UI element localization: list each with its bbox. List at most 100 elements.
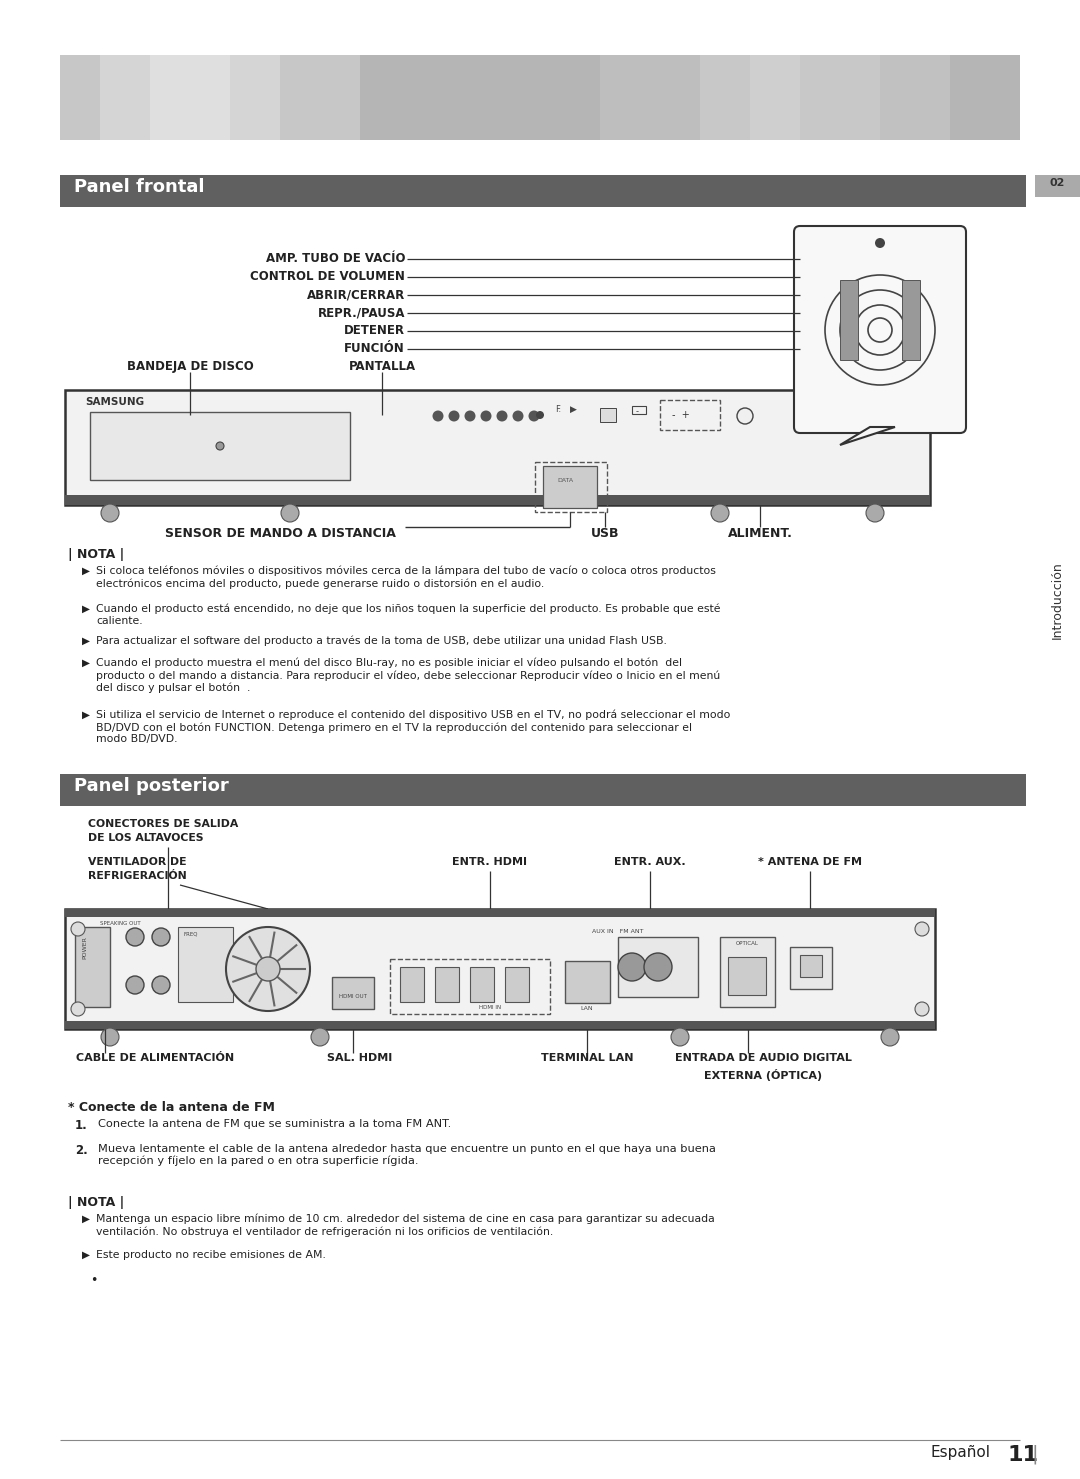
Bar: [728, 957, 766, 995]
Circle shape: [152, 927, 170, 947]
Circle shape: [126, 976, 144, 994]
Text: CABLE DE ALIMENTACIÓN: CABLE DE ALIMENTACIÓN: [76, 1053, 234, 1063]
Text: * ANTENA DE FM: * ANTENA DE FM: [758, 856, 862, 867]
Bar: [565, 961, 610, 1003]
Bar: [65, 1021, 935, 1029]
Bar: [150, 55, 230, 141]
Text: -: -: [636, 407, 639, 416]
Text: 11: 11: [1008, 1445, 1039, 1466]
Text: REPR./PAUSA: REPR./PAUSA: [318, 306, 405, 319]
Circle shape: [711, 504, 729, 522]
Text: DETENER: DETENER: [345, 324, 405, 337]
Text: DE LOS ALTAVOCES: DE LOS ALTAVOCES: [87, 833, 203, 843]
Text: ABRIR/CERRAR: ABRIR/CERRAR: [307, 288, 405, 302]
Text: FUNCIÓN: FUNCIÓN: [345, 342, 405, 355]
Circle shape: [528, 411, 540, 422]
Bar: [789, 947, 832, 989]
Text: Cuando el producto está encendido, no deje que los niños toquen la superficie de: Cuando el producto está encendido, no de…: [96, 603, 720, 626]
Text: 2.: 2.: [75, 1143, 87, 1157]
Text: |: |: [1032, 1445, 1039, 1464]
Bar: [840, 280, 858, 359]
Text: PANTALLA: PANTALLA: [349, 359, 416, 373]
Bar: [65, 910, 935, 1029]
Text: SAMSUNG: SAMSUNG: [85, 396, 144, 407]
Bar: [400, 967, 424, 1001]
Polygon shape: [840, 427, 895, 445]
Circle shape: [497, 411, 508, 422]
FancyBboxPatch shape: [794, 226, 966, 433]
Circle shape: [481, 411, 491, 422]
Text: ▶: ▶: [82, 603, 90, 614]
Text: FREQ: FREQ: [183, 930, 198, 936]
Text: AUX IN   FM ANT: AUX IN FM ANT: [592, 929, 644, 935]
Bar: [390, 958, 550, 1015]
Circle shape: [866, 504, 885, 522]
Bar: [750, 55, 950, 141]
Text: •: •: [90, 1273, 97, 1287]
Text: ENTR. AUX.: ENTR. AUX.: [615, 856, 686, 867]
Text: Cuando el producto muestra el menú del disco Blu-ray, no es posible iniciar el v: Cuando el producto muestra el menú del d…: [96, 658, 720, 692]
Text: ▶: ▶: [82, 566, 90, 575]
Bar: [60, 175, 1026, 207]
Circle shape: [448, 411, 459, 422]
Bar: [505, 967, 529, 1001]
Bar: [75, 927, 110, 1007]
Bar: [618, 938, 698, 997]
Text: OPTICAL: OPTICAL: [735, 941, 758, 947]
Bar: [60, 55, 360, 141]
Text: Mueva lentamente el cable de la antena alrededor hasta que encuentre un punto en: Mueva lentamente el cable de la antena a…: [98, 1143, 716, 1167]
Circle shape: [102, 504, 119, 522]
Circle shape: [432, 411, 444, 422]
Text: Mantenga un espacio libre mínimo de 10 cm. alrededor del sistema de cine en casa: Mantenga un espacio libre mínimo de 10 c…: [96, 1214, 715, 1236]
Text: Conecte la antena de FM que se suministra a la toma FM ANT.: Conecte la antena de FM que se suministr…: [98, 1120, 451, 1128]
Bar: [660, 399, 720, 430]
Bar: [470, 967, 494, 1001]
Text: AMP. TUBO DE VACÍO: AMP. TUBO DE VACÍO: [266, 251, 405, 265]
Bar: [535, 461, 607, 512]
Text: -  +: - +: [672, 410, 690, 420]
Text: | NOTA |: | NOTA |: [68, 1197, 124, 1208]
Circle shape: [216, 442, 224, 450]
Bar: [65, 390, 930, 504]
Text: Para actualizar el software del producto a través de la toma de USB, debe utiliz: Para actualizar el software del producto…: [96, 636, 666, 646]
Text: CONECTORES DE SALIDA: CONECTORES DE SALIDA: [87, 819, 239, 830]
Bar: [543, 466, 597, 507]
Text: HDMI IN: HDMI IN: [478, 1006, 501, 1010]
Text: ▶: ▶: [82, 1214, 90, 1225]
Bar: [65, 495, 930, 504]
Text: REFRIGERACIÓN: REFRIGERACIÓN: [87, 871, 187, 881]
Circle shape: [226, 927, 310, 1012]
Text: Si coloca teléfonos móviles o dispositivos móviles cerca de la lámpara del tubo : Si coloca teléfonos móviles o dispositiv…: [96, 566, 716, 589]
Text: ▶: ▶: [570, 405, 577, 414]
Bar: [332, 978, 374, 1009]
Text: | NOTA |: | NOTA |: [68, 549, 124, 561]
Circle shape: [618, 952, 646, 981]
Bar: [700, 55, 800, 141]
Bar: [60, 774, 1026, 806]
Text: SENSOR DE MANDO A DISTANCIA: SENSOR DE MANDO A DISTANCIA: [164, 527, 395, 540]
Text: Español: Español: [930, 1445, 990, 1460]
Text: Panel frontal: Panel frontal: [75, 177, 204, 197]
Bar: [100, 55, 280, 141]
Circle shape: [881, 1028, 899, 1046]
Text: F.: F.: [555, 405, 562, 414]
Text: USB: USB: [591, 527, 619, 540]
Circle shape: [536, 411, 544, 419]
Bar: [435, 967, 459, 1001]
Text: Si utiliza el servicio de Internet o reproduce el contenido del dispositivo USB : Si utiliza el servicio de Internet o rep…: [96, 710, 730, 744]
Text: ▶: ▶: [82, 636, 90, 646]
Text: POWER: POWER: [82, 936, 87, 958]
Bar: [60, 55, 1020, 141]
Text: LAN: LAN: [581, 1006, 593, 1012]
Text: SPEAKING OUT: SPEAKING OUT: [99, 921, 140, 926]
Bar: [178, 927, 233, 1001]
Circle shape: [71, 1001, 85, 1016]
Circle shape: [513, 411, 524, 422]
Circle shape: [671, 1028, 689, 1046]
Bar: [632, 407, 646, 414]
Circle shape: [875, 238, 885, 248]
Text: Introducción: Introducción: [1051, 561, 1064, 639]
Bar: [65, 910, 935, 917]
Text: TERMINAL LAN: TERMINAL LAN: [541, 1053, 633, 1063]
Circle shape: [915, 1001, 929, 1016]
